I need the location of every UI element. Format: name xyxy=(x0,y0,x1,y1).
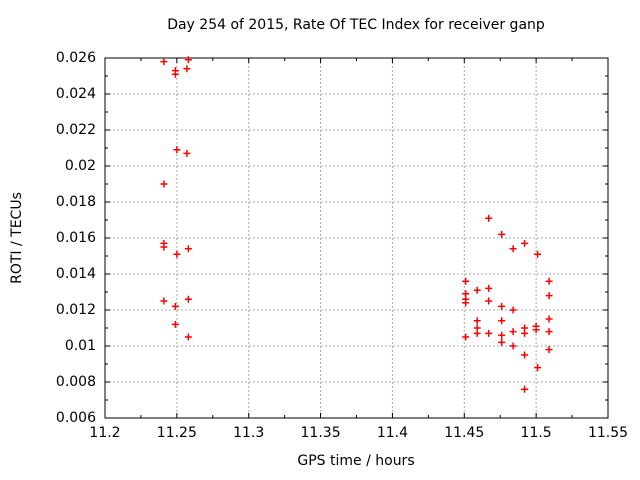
grid-lines xyxy=(105,58,608,418)
x-axis-label: GPS time / hours xyxy=(297,453,415,469)
axis-ticks xyxy=(104,57,609,419)
chart-title: Day 254 of 2015, Rate Of TEC Index for r… xyxy=(167,17,545,33)
data-points xyxy=(160,56,553,393)
plot-border xyxy=(104,57,609,419)
y-axis-label: ROTI / TECUs xyxy=(9,192,25,284)
